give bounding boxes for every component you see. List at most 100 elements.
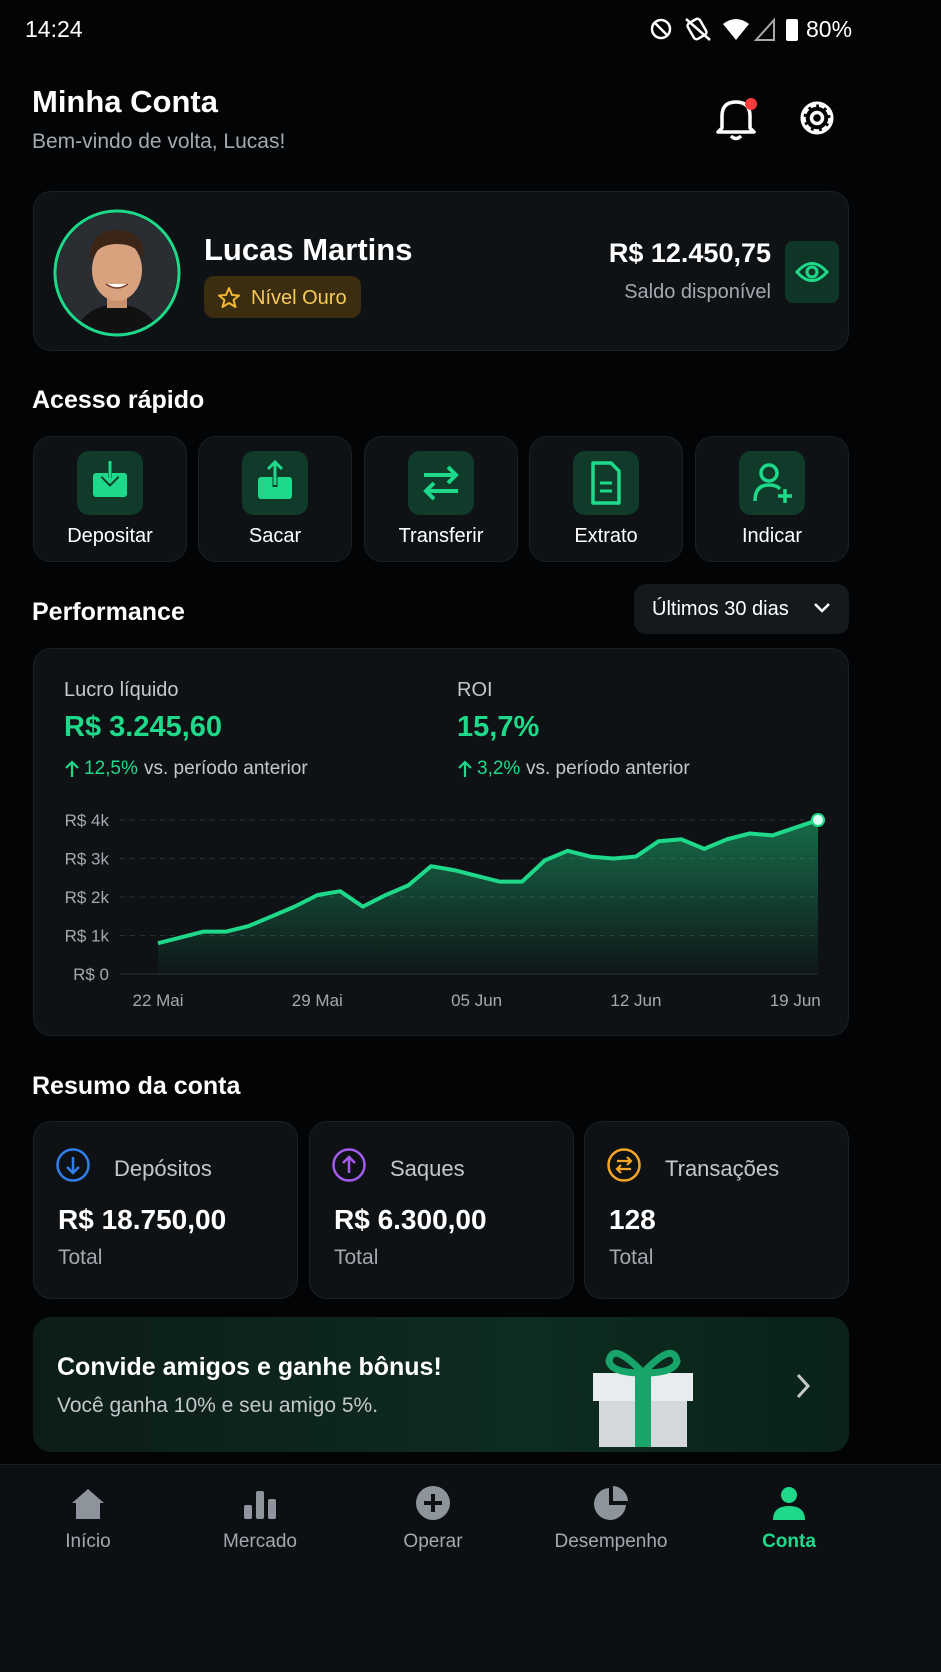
page-title: Minha Conta — [32, 84, 218, 119]
nav-label: Conta — [762, 1531, 816, 1552]
promo-title: Convide amigos e ganhe bônus! — [57, 1353, 442, 1381]
quick-action-icon — [77, 451, 143, 515]
summary-note: Total — [609, 1246, 654, 1269]
quick-action-label: Sacar — [248, 525, 302, 547]
balance-label: Saldo disponível — [624, 281, 771, 303]
metric-change-label: vs. período anterior — [526, 758, 690, 779]
bottom-nav: Início Mercado Operar Desempenho Conta — [0, 1464, 941, 1672]
page-subtitle: Bem-vindo de volta, Lucas! — [32, 130, 286, 153]
summary-value: 128 — [609, 1204, 656, 1235]
icon — [423, 465, 459, 501]
summary-icon — [56, 1148, 90, 1182]
quick-action-icon — [573, 451, 639, 515]
y-tick-label: R$ 2k — [65, 888, 110, 907]
summary-label: Saques — [390, 1156, 465, 1181]
summary-card: Depósitos R$ 18.750,00 Total — [33, 1121, 298, 1299]
summary-note: Total — [334, 1246, 379, 1269]
x-tick-label: 05 Jun — [451, 991, 502, 1010]
line — [157, 818, 819, 946]
quick-action-icon — [242, 451, 308, 515]
icon — [753, 463, 792, 503]
x-tick-label: 22 Mai — [132, 991, 183, 1010]
area-fill — [158, 820, 818, 974]
nav-icon — [773, 1487, 805, 1520]
nav-icon — [416, 1486, 450, 1520]
chevron-down — [814, 603, 830, 613]
star-icon — [218, 287, 240, 308]
performance-chart: R$ 0 R$ 1k R$ 2k R$ 3k R$ 4k 22 Mai 29 Mai 05 J… — [65, 811, 825, 1010]
nav-item[interactable]: Mercado — [166, 1465, 354, 1672]
quick-action-button[interactable]: Extrato — [529, 436, 683, 562]
notifications-button[interactable] — [712, 96, 760, 142]
period-label: Últimos 30 dias — [652, 598, 789, 620]
section-title: Performance — [32, 598, 185, 626]
y-tick-label: R$ 1k — [65, 927, 110, 946]
x-tick-label: 19 Jun — [770, 991, 821, 1010]
quick-action-icon — [739, 451, 805, 515]
nav-label: Operar — [403, 1531, 463, 1552]
performance-card: Lucro líquido R$ 3.245,60 12,5% vs. período… — [33, 648, 849, 1036]
nav-icon — [594, 1486, 628, 1520]
metric-label: ROI — [457, 679, 493, 701]
nav-item[interactable]: Operar — [339, 1465, 527, 1672]
summary-card: Transações 128 Total — [584, 1121, 849, 1299]
status-time: 14:24 — [25, 16, 83, 42]
nav-item[interactable]: Início — [0, 1465, 182, 1672]
metric-change: 3,2% — [477, 758, 521, 779]
toggle-balance-button[interactable] — [785, 241, 839, 303]
metric-label: Lucro líquido — [64, 679, 179, 701]
quick-action-label: Indicar — [741, 525, 803, 547]
promo-banner[interactable]: Convide amigos e ganhe bônus! Você ganha… — [33, 1317, 849, 1452]
summary-icon — [332, 1148, 366, 1182]
chevron-right — [796, 1373, 811, 1399]
nav-label: Mercado — [223, 1531, 297, 1552]
nav-label: Desempenho — [554, 1531, 668, 1552]
summary-card: Saques R$ 6.300,00 Total — [309, 1121, 574, 1299]
icon — [591, 461, 621, 505]
quick-action-icon — [408, 451, 474, 515]
section-title: Resumo da conta — [32, 1072, 241, 1100]
status-battery: 80% — [806, 16, 853, 42]
summary-value: R$ 18.750,00 — [58, 1204, 227, 1235]
section-title: Acesso rápido — [32, 386, 205, 414]
nav-item[interactable]: Conta — [695, 1465, 883, 1672]
nav-icon — [244, 1491, 276, 1519]
y-tick-label: R$ 0 — [73, 965, 109, 984]
quick-action-button[interactable]: Transferir — [364, 436, 518, 562]
summary-value: R$ 6.300,00 — [334, 1204, 487, 1235]
metric-change: 12,5% — [84, 758, 138, 779]
settings-button[interactable] — [795, 96, 839, 140]
nav-item[interactable]: Desempenho — [517, 1465, 705, 1672]
summary-label: Transações — [665, 1156, 780, 1181]
summary-label: Depósitos — [114, 1156, 212, 1181]
summary-note: Total — [58, 1246, 103, 1269]
nav-label: Início — [65, 1531, 111, 1552]
x-tick-label: 12 Jun — [610, 991, 661, 1010]
summary-icon — [607, 1148, 641, 1182]
avatar — [53, 209, 181, 337]
nav-icon — [72, 1489, 104, 1519]
profile-card: Lucas Martins Nível Ouro R$ 12.450,75 Sa… — [33, 191, 849, 351]
metric-value: R$ 3.245,60 — [64, 711, 223, 743]
arrow-up-icon — [65, 760, 79, 777]
quick-action-button[interactable]: Sacar — [198, 436, 352, 562]
quick-action-label: Depositar — [67, 525, 153, 547]
level-label: Nível Ouro — [251, 287, 347, 309]
quick-action-button[interactable]: Indicar — [695, 436, 849, 562]
quick-action-label: Transferir — [398, 525, 484, 547]
arrow-up-icon — [458, 760, 472, 777]
status-icons — [650, 17, 798, 41]
quick-action-label: Extrato — [574, 525, 638, 547]
y-tick-label: R$ 4k — [65, 811, 110, 830]
y-tick-label: R$ 3k — [65, 850, 110, 869]
icon — [93, 461, 127, 497]
x-tick-label: 29 Mai — [292, 991, 343, 1010]
metric-value: 15,7% — [457, 711, 540, 743]
quick-action-button[interactable]: Depositar — [33, 436, 187, 562]
gift-illustration — [593, 1349, 693, 1447]
period-dropdown[interactable]: Últimos 30 dias — [634, 584, 849, 634]
balance: R$ 12.450,75 — [608, 238, 771, 268]
promo-text: Você ganha 10% e seu amigo 5%. — [57, 1394, 379, 1417]
level-badge: Nível Ouro — [204, 276, 361, 318]
